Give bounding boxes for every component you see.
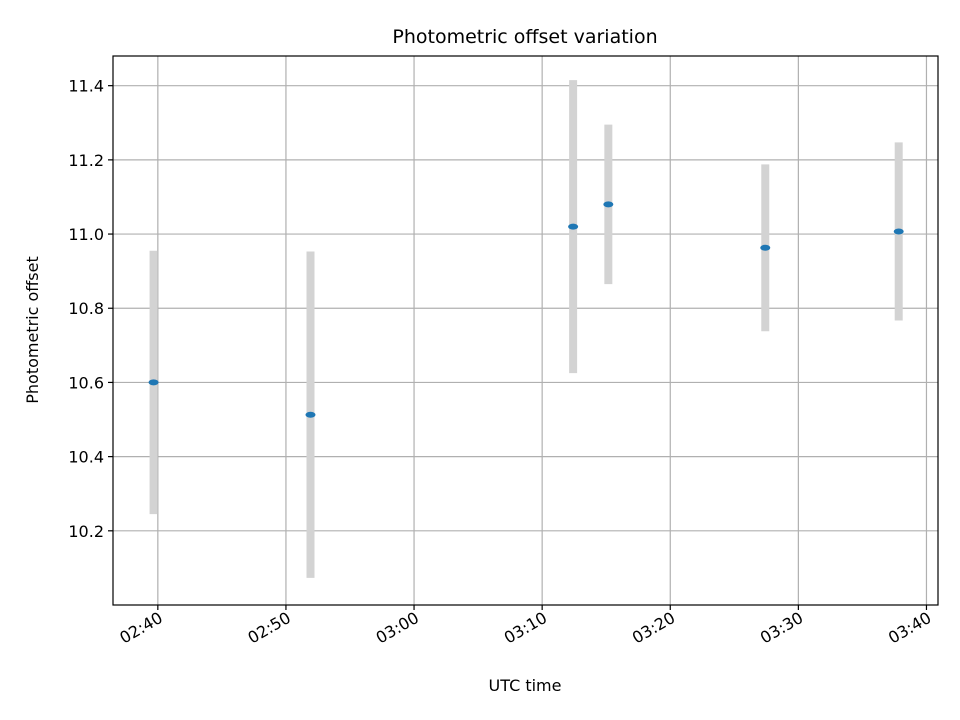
y-tick-label: 11.2 <box>68 151 104 170</box>
data-points <box>148 201 904 418</box>
y-tick-label: 10.4 <box>68 448 104 467</box>
y-tick-label: 11.0 <box>68 225 104 244</box>
data-point <box>603 201 614 208</box>
plot-frame <box>112 55 939 606</box>
grid <box>113 56 938 605</box>
data-point <box>760 244 771 251</box>
y-tick-label: 10.6 <box>68 373 104 392</box>
chart-title: Photometric offset variation <box>392 26 657 48</box>
y-axis-title: Photometric offset <box>23 256 42 404</box>
y-axis-ticks: 10.2 10.4 10.6 10.8 11.0 11.2 11.4 <box>68 77 113 541</box>
data-point <box>305 411 316 418</box>
y-tick-label: 10.8 <box>68 299 104 318</box>
y-tick-label: 10.2 <box>68 522 104 541</box>
data-point <box>893 228 904 235</box>
x-axis-title: UTC time <box>489 676 562 695</box>
y-tick-label: 11.4 <box>68 77 104 96</box>
data-point <box>148 379 159 386</box>
data-point <box>568 223 579 230</box>
